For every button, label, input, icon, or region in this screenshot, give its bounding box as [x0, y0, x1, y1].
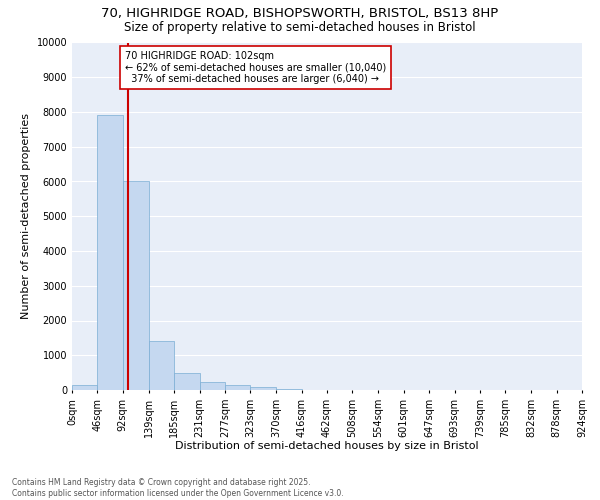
Y-axis label: Number of semi-detached properties: Number of semi-detached properties	[21, 114, 31, 320]
Bar	[250, 387, 276, 390]
Bar	[276, 389, 302, 390]
Bar	[123, 182, 149, 390]
Bar	[174, 372, 200, 390]
Text: Contains HM Land Registry data © Crown copyright and database right 2025.
Contai: Contains HM Land Registry data © Crown c…	[12, 478, 344, 498]
Text: 70 HIGHRIDGE ROAD: 102sqm
← 62% of semi-detached houses are smaller (10,040)
  3: 70 HIGHRIDGE ROAD: 102sqm ← 62% of semi-…	[125, 51, 386, 84]
Text: Size of property relative to semi-detached houses in Bristol: Size of property relative to semi-detach…	[124, 21, 476, 34]
Bar	[97, 116, 123, 390]
Bar	[225, 385, 250, 390]
Bar	[199, 382, 225, 390]
Text: 70, HIGHRIDGE ROAD, BISHOPSWORTH, BRISTOL, BS13 8HP: 70, HIGHRIDGE ROAD, BISHOPSWORTH, BRISTO…	[101, 8, 499, 20]
Bar	[72, 385, 97, 390]
X-axis label: Distribution of semi-detached houses by size in Bristol: Distribution of semi-detached houses by …	[175, 442, 479, 452]
Bar	[149, 342, 174, 390]
